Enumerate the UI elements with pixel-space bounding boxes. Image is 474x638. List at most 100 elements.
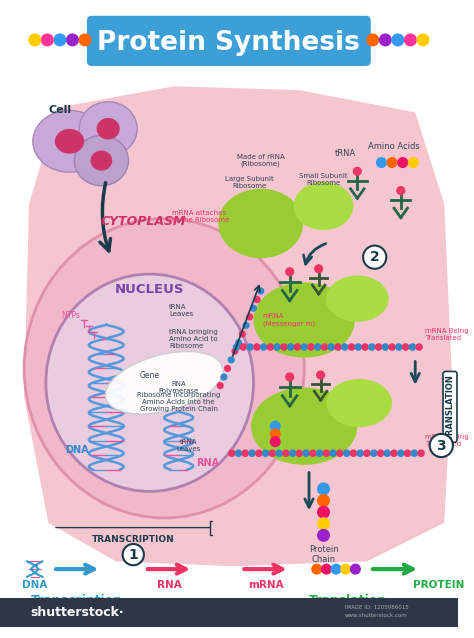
Circle shape xyxy=(270,421,280,431)
Circle shape xyxy=(364,450,370,456)
Circle shape xyxy=(315,344,321,350)
Circle shape xyxy=(29,34,41,46)
Circle shape xyxy=(369,344,375,350)
Ellipse shape xyxy=(293,182,354,230)
Circle shape xyxy=(276,450,282,456)
Circle shape xyxy=(243,323,249,329)
Circle shape xyxy=(371,450,377,456)
Circle shape xyxy=(312,564,321,574)
Circle shape xyxy=(318,530,329,541)
Circle shape xyxy=(281,344,287,350)
Ellipse shape xyxy=(251,387,357,465)
Circle shape xyxy=(344,450,350,456)
Circle shape xyxy=(42,34,53,46)
Circle shape xyxy=(221,374,227,380)
Text: IMAGE ID: 1205986015: IMAGE ID: 1205986015 xyxy=(345,605,409,610)
Text: 2: 2 xyxy=(370,250,380,264)
Circle shape xyxy=(270,437,280,447)
Circle shape xyxy=(123,544,144,565)
Circle shape xyxy=(239,331,245,337)
Circle shape xyxy=(286,268,293,276)
Circle shape xyxy=(416,344,422,350)
Circle shape xyxy=(411,450,418,456)
Text: Transcription: Transcription xyxy=(31,593,123,607)
Text: DNA: DNA xyxy=(65,445,89,456)
Text: NTPs: NTPs xyxy=(61,311,80,320)
Circle shape xyxy=(250,306,256,311)
Circle shape xyxy=(249,450,255,456)
Circle shape xyxy=(317,371,325,379)
Text: Gene: Gene xyxy=(140,371,160,380)
Circle shape xyxy=(261,344,267,350)
Circle shape xyxy=(263,450,269,456)
Circle shape xyxy=(328,344,334,350)
Circle shape xyxy=(380,34,391,46)
Circle shape xyxy=(350,450,356,456)
Circle shape xyxy=(217,383,223,389)
Circle shape xyxy=(296,450,302,456)
Circle shape xyxy=(232,348,238,354)
Circle shape xyxy=(242,450,248,456)
Circle shape xyxy=(67,34,78,46)
Circle shape xyxy=(267,344,273,350)
Ellipse shape xyxy=(91,151,112,171)
Text: mRNA: mRNA xyxy=(248,579,283,590)
Circle shape xyxy=(301,344,307,350)
Circle shape xyxy=(355,344,361,350)
Circle shape xyxy=(396,344,402,350)
Text: Amino Acids: Amino Acids xyxy=(368,142,420,151)
Circle shape xyxy=(417,34,429,46)
FancyBboxPatch shape xyxy=(87,16,371,66)
Bar xyxy=(0,598,458,627)
Circle shape xyxy=(362,344,368,350)
Ellipse shape xyxy=(79,101,137,156)
Circle shape xyxy=(286,373,293,381)
Circle shape xyxy=(228,357,234,363)
Text: Ribosome Incorporating
Amino Acids into the
Growing Protein Chain: Ribosome Incorporating Amino Acids into … xyxy=(137,392,220,412)
Text: mRNA attaches
to the Ribosome: mRNA attaches to the Ribosome xyxy=(172,210,229,223)
Circle shape xyxy=(274,344,280,350)
Circle shape xyxy=(310,450,316,456)
Circle shape xyxy=(303,450,309,456)
Circle shape xyxy=(389,344,395,350)
Circle shape xyxy=(331,564,341,574)
Ellipse shape xyxy=(97,118,120,140)
Circle shape xyxy=(405,34,416,46)
Circle shape xyxy=(335,344,341,350)
Circle shape xyxy=(228,450,235,456)
Text: 3: 3 xyxy=(437,438,446,452)
Polygon shape xyxy=(24,86,452,566)
Circle shape xyxy=(337,450,343,456)
Circle shape xyxy=(323,450,329,456)
Text: Cell: Cell xyxy=(48,105,72,115)
Circle shape xyxy=(225,366,230,371)
Circle shape xyxy=(398,158,408,167)
Text: tRNA
Leaves: tRNA Leaves xyxy=(176,439,201,452)
Circle shape xyxy=(269,450,275,456)
Text: tRNA: tRNA xyxy=(335,149,356,158)
Circle shape xyxy=(254,297,260,302)
Text: TRANSLATION: TRANSLATION xyxy=(446,374,455,440)
Circle shape xyxy=(402,344,409,350)
Circle shape xyxy=(254,344,260,350)
Text: CYTOPLASM: CYTOPLASM xyxy=(100,215,186,228)
Ellipse shape xyxy=(33,110,106,172)
Text: Protein Synthesis: Protein Synthesis xyxy=(98,30,360,56)
Circle shape xyxy=(418,450,424,456)
Circle shape xyxy=(288,344,294,350)
Ellipse shape xyxy=(105,352,223,414)
Circle shape xyxy=(363,246,386,269)
Text: shutterstock·: shutterstock· xyxy=(30,606,124,619)
Circle shape xyxy=(290,450,296,456)
Circle shape xyxy=(377,450,383,456)
Text: NUCLEUS: NUCLEUS xyxy=(115,283,184,295)
Ellipse shape xyxy=(24,219,304,518)
Circle shape xyxy=(283,450,289,456)
Ellipse shape xyxy=(55,129,84,154)
Ellipse shape xyxy=(326,276,389,322)
Ellipse shape xyxy=(327,379,392,427)
Ellipse shape xyxy=(218,189,303,258)
Text: RNA
Polymerase: RNA Polymerase xyxy=(158,381,199,394)
Text: Small Subunit
Ribosome: Small Subunit Ribosome xyxy=(299,174,348,186)
Circle shape xyxy=(318,483,329,494)
